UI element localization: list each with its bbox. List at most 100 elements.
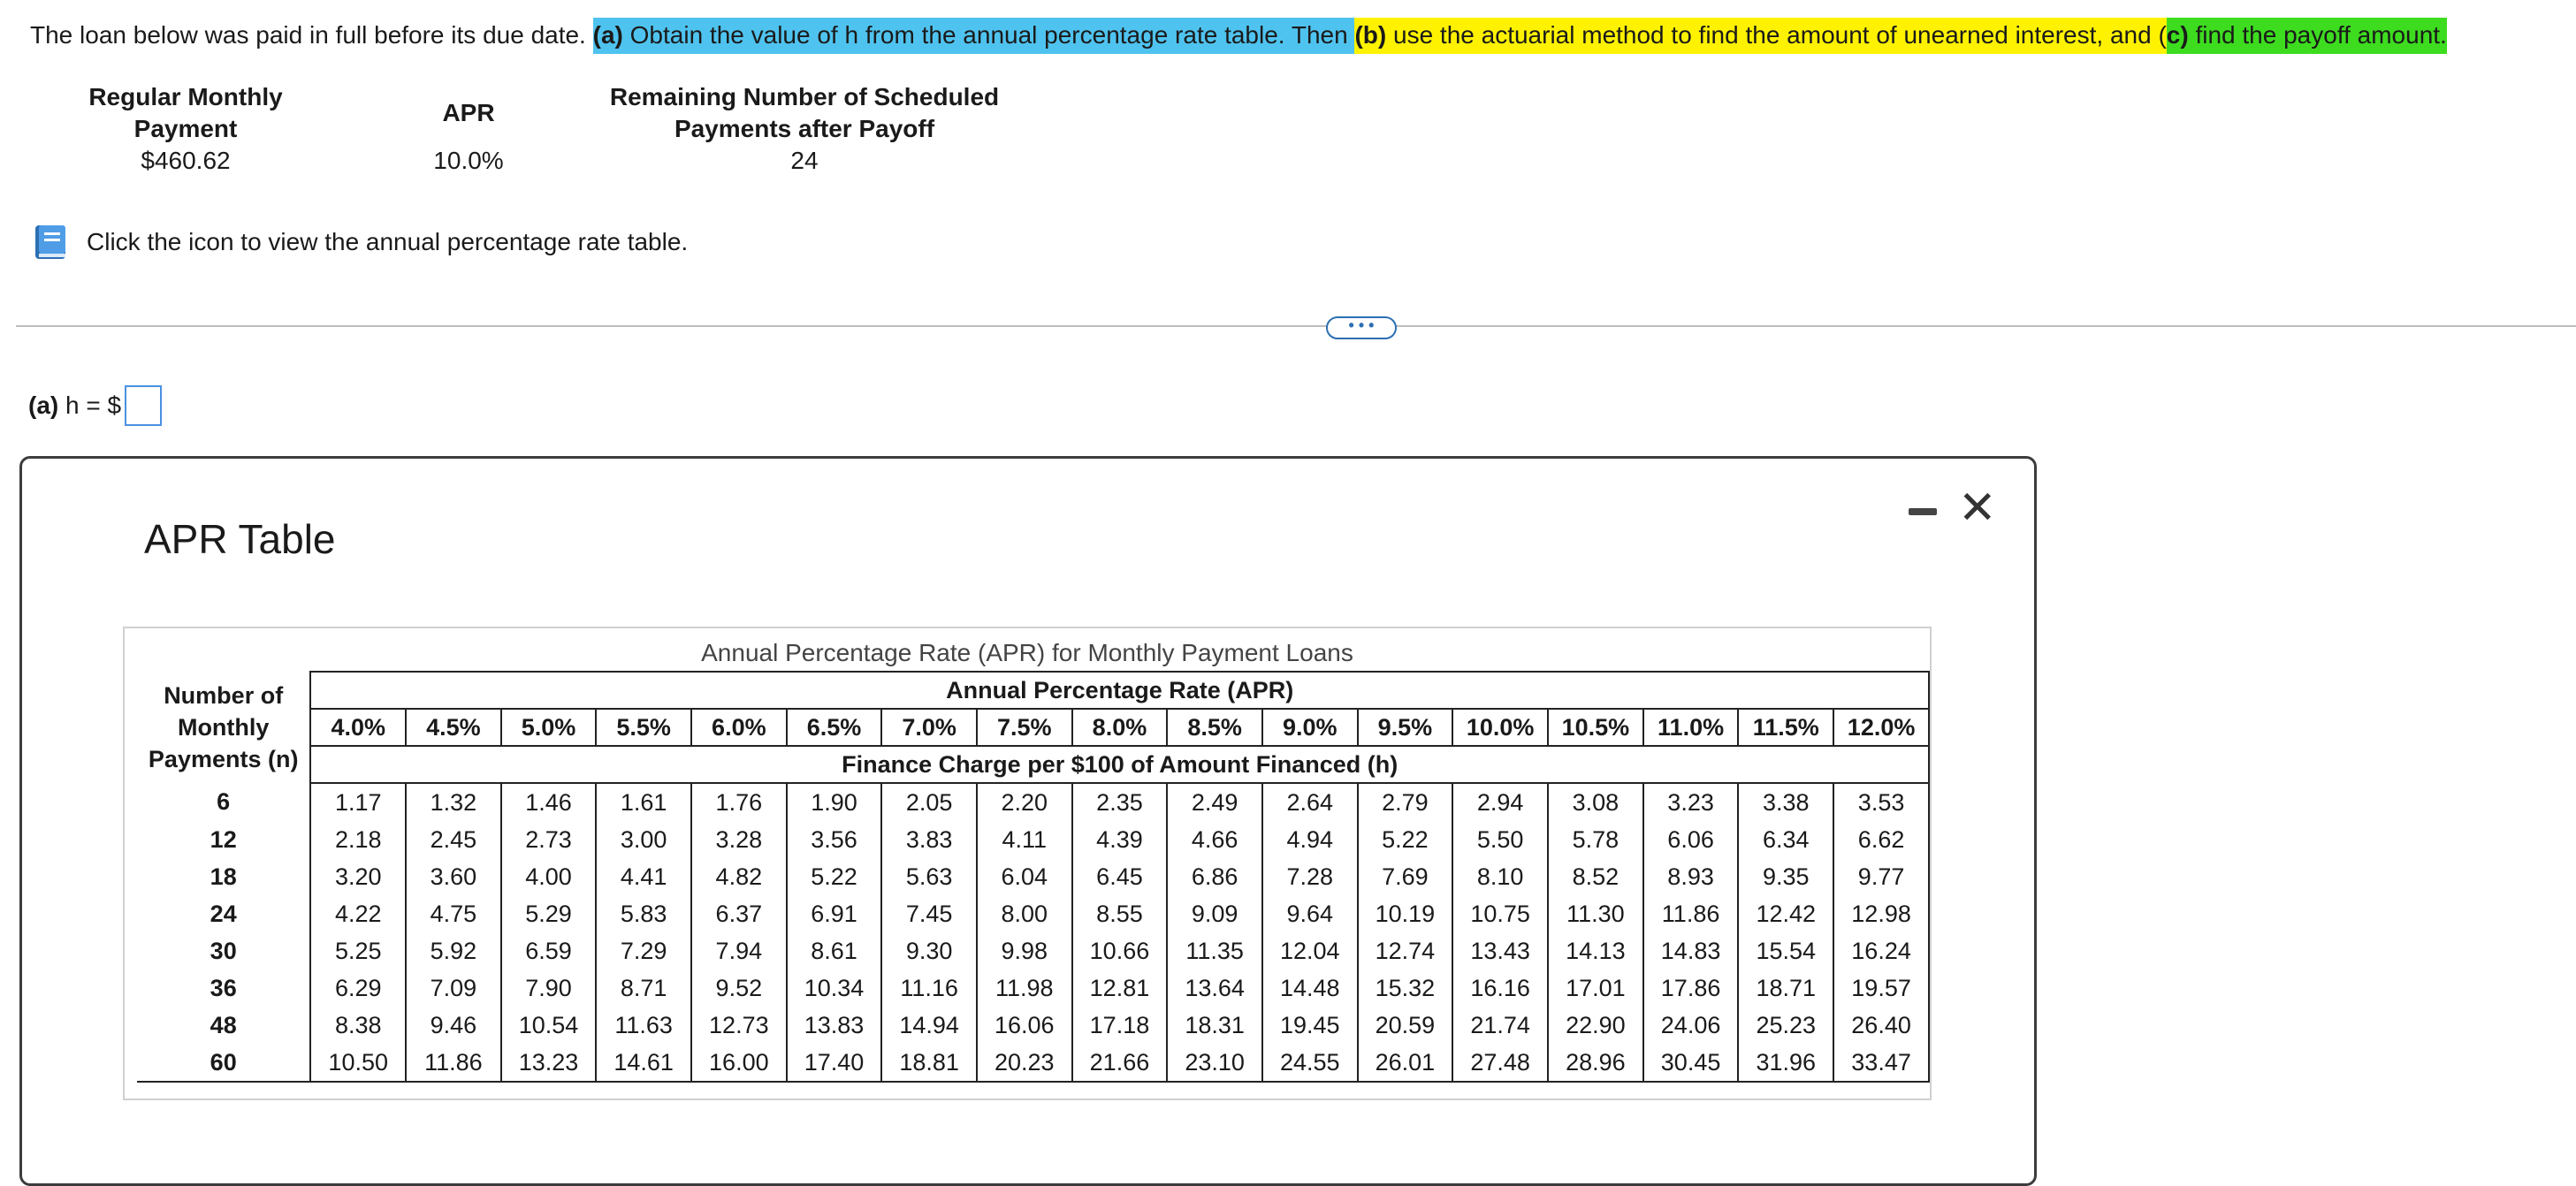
finance-charge-cell: 14.61 [595,1044,692,1083]
finance-charge-cell: 8.52 [1546,858,1644,895]
finance-charge-cell: 17.40 [785,1044,883,1083]
finance-charge-cell: 6.45 [1071,858,1169,895]
finance-charge-cell: 14.94 [880,1007,978,1044]
finance-charge-cell: 9.09 [1166,895,1263,932]
finance-charge-cell: 2.20 [975,783,1073,821]
payments-cell: 12 [137,821,312,858]
finance-charge-cell: 6.37 [690,895,788,932]
finance-charge-cell: 3.83 [880,821,978,858]
table-row: 60 10.50 11.86 13.23 14.61 16.00 17.40 18.81 20.… [137,1044,1930,1083]
payments-cell: 6 [137,783,312,821]
part-b-text: use the actuarial method to find the amo… [1386,21,2159,49]
finance-charge-cell: 10.34 [785,969,883,1007]
rate-header-cell: 11.0% [1642,708,1740,747]
payments-cell: 24 [137,895,312,932]
finance-charge-cell: 8.38 [309,1007,408,1044]
finance-charge-cell: 6.91 [785,895,883,932]
table-row: 6 1.17 1.32 1.46 1.61 1.76 1.90 2.05 2.20 2.35 2.4… [137,783,1930,821]
rate-header-cell: 12.0% [1833,708,1930,747]
finance-charge-cell: 6.04 [975,858,1073,895]
rate-header-cell: 10.5% [1546,708,1644,747]
rate-header-cell: 4.0% [309,708,408,747]
finance-charge-cell: 1.46 [499,783,598,821]
finance-charge-cell: 8.10 [1452,858,1549,895]
finance-charge-cell: 24.55 [1261,1044,1359,1083]
payment-header-2: Payment [133,115,238,142]
finance-charge-cell: 22.90 [1546,1007,1644,1044]
finance-charge-cell: 19.57 [1833,969,1930,1007]
finance-charge-cell: 21.66 [1071,1044,1169,1083]
rate-header-cell: 8.0% [1071,708,1169,747]
finance-charge-cell: 1.61 [595,783,692,821]
finance-charge-cell: 17.86 [1642,969,1740,1007]
finance-charge-cell: 9.35 [1737,858,1835,895]
apr-table: Number of Monthly Payments (n) Annual Pe… [137,671,1930,1083]
finance-charge-cell: 9.64 [1261,895,1359,932]
icon-prompt-text: Click the icon to view the annual percen… [87,228,689,255]
finance-charge-cell: 13.83 [785,1007,883,1044]
part-c-open: ( [2158,21,2167,49]
close-icon[interactable]: ✕ [1958,483,1997,534]
finance-charge-cell: 6.29 [309,969,408,1007]
finance-charge-cell: 7.45 [880,895,978,932]
finance-charge-cell: 11.63 [595,1007,692,1044]
rate-header-cell: 7.5% [975,708,1073,747]
rate-header-cell: 11.5% [1737,708,1835,747]
finance-charge-cell: 18.31 [1166,1007,1263,1044]
apr-table-frame: Annual Percentage Rate (APR) for Monthly… [123,627,1932,1100]
payment-header: Regular Monthly [88,83,283,110]
finance-charge-cell: 7.94 [690,932,788,969]
finance-charge-cell: 4.22 [309,895,408,932]
finance-charge-cell: 5.50 [1452,821,1549,858]
part-c-label: c) [2166,21,2189,49]
n-header-line-3: Payments (n) [148,746,299,772]
finance-charge-cell: 8.61 [785,932,883,969]
finance-charge-cell: 1.32 [405,783,502,821]
finance-charge-cell: 3.53 [1833,783,1930,821]
finance-charge-cell: 12.81 [1071,969,1169,1007]
part-b-label: (b) [1354,21,1387,49]
finance-charge-cell: 19.45 [1261,1007,1359,1044]
finance-charge-cell: 11.30 [1546,895,1644,932]
finance-charge-cell: 2.79 [1356,783,1454,821]
finance-charge-cell: 16.16 [1452,969,1549,1007]
finance-charge-cell: 8.00 [975,895,1073,932]
finance-charge-cell: 13.43 [1452,932,1549,969]
n-header-line-1: Number of [164,682,284,709]
finance-charge-cell: 16.06 [975,1007,1073,1044]
finance-header-row: Finance Charge per $100 of Amount Financ… [309,745,1930,784]
finance-charge-cell: 11.98 [975,969,1073,1007]
more-options-button[interactable]: • • • [1326,316,1397,339]
finance-charge-cell: 6.62 [1833,821,1930,858]
finance-charge-cell: 5.29 [499,895,598,932]
minimize-icon[interactable] [1909,508,1937,515]
finance-charge-cell: 15.54 [1737,932,1835,969]
finance-charge-cell: 11.16 [880,969,978,1007]
question-text: The loan below was paid in full before i… [30,18,2447,54]
finance-charge-cell: 7.28 [1261,858,1359,895]
finance-charge-cell: 7.90 [499,969,598,1007]
finance-charge-cell: 5.25 [309,932,408,969]
finance-charge-cell: 25.23 [1737,1007,1835,1044]
finance-charge-cell: 3.08 [1546,783,1644,821]
finance-charge-cell: 14.13 [1546,932,1644,969]
part-c-text: find the payoff amount. [2188,21,2447,49]
table-row: 36 6.29 7.09 7.90 8.71 9.52 10.34 11.16 11.98 12.… [137,969,1930,1007]
finance-charge-cell: 16.00 [690,1044,788,1083]
part-b-highlight: (b) use the actuarial method to find the… [1354,18,2167,54]
finance-charge-cell: 28.96 [1546,1044,1644,1083]
finance-charge-cell: 8.71 [595,969,692,1007]
apr-header: APR [442,99,495,126]
finance-charge-cell: 3.00 [595,821,692,858]
finance-charge-cell: 10.66 [1071,932,1169,969]
remaining-header: Remaining Number of Scheduled [609,83,1000,110]
finance-charge-cell: 5.63 [880,858,978,895]
finance-charge-cell: 12.73 [690,1007,788,1044]
finance-charge-cell: 12.42 [1737,895,1835,932]
finance-charge-cell: 30.45 [1642,1044,1740,1083]
rate-header-cell: 6.0% [690,708,788,747]
h-answer-input[interactable] [125,385,163,426]
finance-charge-cell: 2.49 [1166,783,1263,821]
book-icon[interactable] [32,223,71,262]
rate-header-cell: 5.5% [595,708,692,747]
